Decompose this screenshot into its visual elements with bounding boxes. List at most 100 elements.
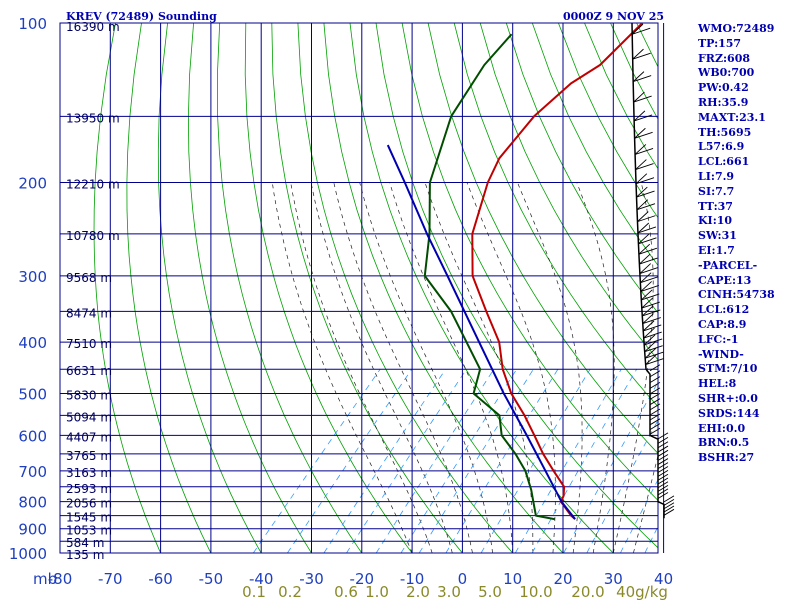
wind-barb: [644, 345, 663, 353]
mixing-ratio-lines: [252, 368, 658, 553]
wind-barb-feather: [644, 347, 657, 359]
index-line: MAXT:23.1: [698, 110, 766, 124]
index-line: CINH:54738: [698, 288, 775, 302]
mixing-ratio-line: [400, 368, 518, 553]
temperature-tick-label: -40: [249, 570, 274, 588]
wind-barb: [633, 75, 652, 83]
temperature-curve: [471, 23, 644, 520]
mixing-ratio-label: 5.0: [478, 583, 502, 600]
wind-barb: [663, 498, 675, 506]
wind-barb: [657, 484, 669, 492]
temperature-tick-label: 30: [604, 570, 623, 588]
wind-barb-feather: [640, 272, 652, 284]
wind-barb: [657, 432, 669, 440]
plot-frame: [59, 22, 659, 554]
wind-barb: [634, 147, 654, 155]
height-label: 9568 m: [66, 271, 112, 285]
wind-barb: [649, 408, 661, 416]
mixing-ratio-line: [323, 368, 446, 553]
index-line: L57:6.9: [698, 140, 745, 154]
wind-barb: [663, 495, 675, 503]
wind-profile-line: [631, 22, 665, 519]
index-line: EHI:0.0: [698, 421, 746, 435]
height-label: 2056 m: [66, 497, 112, 511]
wind-barb-feather: [640, 281, 652, 292]
wind-barb: [663, 505, 675, 513]
index-line: SHR+:0.0: [698, 391, 758, 405]
temperature-tick-label: -60: [148, 570, 173, 588]
wind-barb: [643, 324, 662, 332]
wind-barb-feather: [644, 341, 656, 353]
index-line: BRN:0.5: [698, 436, 750, 450]
wind-barb-feather: [641, 289, 653, 301]
pressure-tick-label: 1000: [9, 545, 47, 563]
moist-adiabats: [271, 182, 658, 553]
pressure-tick-label: 700: [18, 463, 47, 481]
mixing-ratio-label: 40g/kg: [616, 583, 668, 600]
wind-barb: [645, 358, 664, 365]
wind-barb-feather: [634, 127, 646, 139]
mixing-ratio-line: [287, 368, 413, 553]
height-label: 7510 m: [66, 337, 112, 351]
wind-barb-feather: [636, 199, 649, 210]
mixing-ratio-line: [480, 368, 591, 553]
temperature-tick-label: -10: [400, 570, 425, 588]
dry-adiabats: [93, 23, 658, 553]
temperature-tick-label: 0: [458, 570, 468, 588]
index-line: WB0:700: [698, 66, 755, 80]
mixing-ratio-line: [514, 368, 622, 553]
wind-barb: [649, 381, 661, 389]
height-label: 3765 m: [66, 449, 112, 463]
dry-adiabat-line: [187, 23, 312, 553]
wind-barb: [637, 226, 657, 234]
index-line: SI:7.7: [698, 184, 735, 198]
moist-adiabat-line: [333, 182, 473, 553]
dry-adiabat-line: [244, 23, 413, 553]
wind-barb-feather: [635, 173, 648, 185]
mixing-ratio-label: 0.1: [242, 583, 266, 600]
wind-barb: [638, 247, 658, 255]
wind-barb: [649, 376, 661, 384]
height-label: 2593 m: [66, 482, 112, 496]
index-line: STM:7/10: [698, 362, 758, 376]
wind-barb-feather: [637, 211, 649, 222]
wind-barb: [657, 481, 669, 489]
grid-lines: [59, 22, 665, 554]
index-line: CAPE:13: [698, 273, 752, 287]
wind-barb: [649, 364, 661, 372]
wind-barb-feather: [639, 253, 651, 265]
wind-barb: [636, 203, 656, 211]
stability-indices-panel: WMO:72489 TP:157 FRZ:608 WB0:700 PW:0.42 RH:3…: [698, 22, 798, 466]
temperature-tick-label: -50: [199, 570, 224, 588]
wind-barb: [657, 466, 669, 473]
index-line: BSHR:27: [698, 451, 755, 465]
wind-barb-feather: [632, 48, 644, 60]
index-line: SW:31: [698, 229, 737, 243]
pressure-unit-label: mb: [33, 570, 57, 588]
index-line: LCL:661: [698, 155, 750, 169]
temperature-tick-label: -80: [48, 570, 73, 588]
index-line: -WIND-: [698, 347, 744, 361]
height-label: 16390 m: [66, 20, 120, 34]
wind-barb-feather: [645, 354, 657, 365]
temperature-tick-label: 20: [553, 570, 572, 588]
index-line: PW:0.42: [698, 81, 749, 95]
wind-barb: [657, 473, 669, 481]
wind-barb-feather: [637, 222, 650, 234]
wind-barb: [640, 285, 659, 292]
wind-barb: [657, 445, 669, 453]
wind-barb: [657, 454, 669, 461]
pressure-tick-label: 800: [18, 494, 47, 512]
wind-barb-feather: [631, 23, 644, 35]
dry-adiabat-line: [349, 23, 614, 553]
mixing-ratio-line: [252, 368, 381, 553]
wind-barb: [649, 392, 661, 400]
chart-title: KREV (72489) Sounding: [66, 10, 217, 23]
wind-barb: [633, 114, 653, 122]
index-line: KI:10: [698, 214, 733, 228]
parcel-curve: [386, 144, 576, 520]
wind-barb: [637, 215, 656, 223]
mixing-ratio-label: 2.0: [406, 583, 430, 600]
wind-barb: [657, 441, 669, 449]
